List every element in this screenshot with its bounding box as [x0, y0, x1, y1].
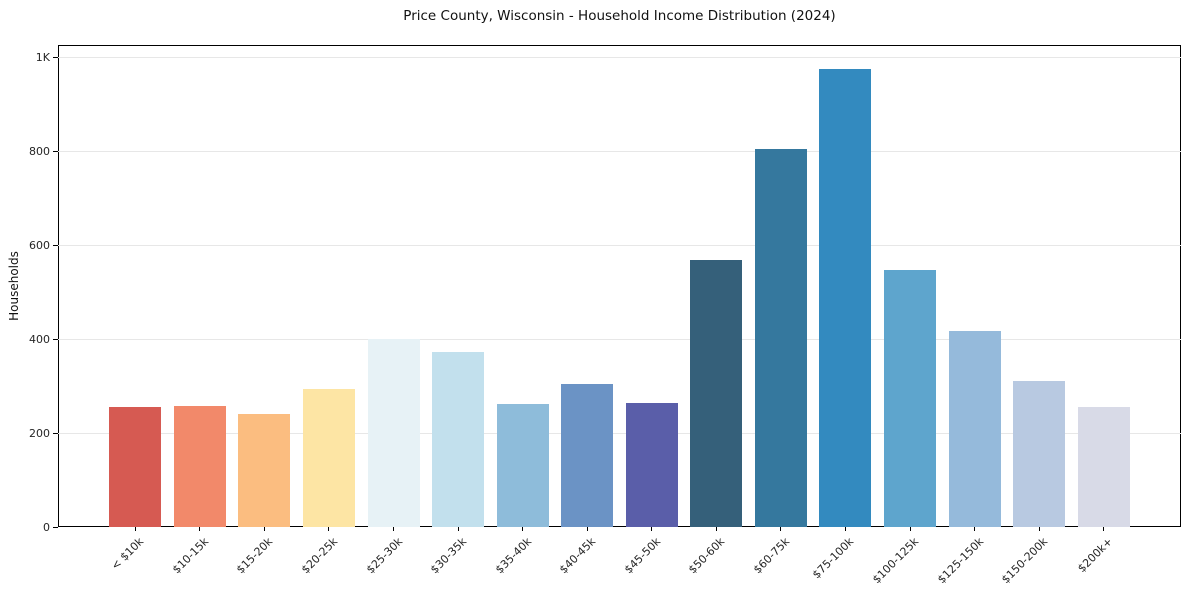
bar-$25-30k	[367, 339, 420, 527]
x-tick-mark-$125-150k	[974, 527, 976, 531]
gridline-200	[58, 432, 1181, 434]
bar-$150-200k	[1013, 381, 1066, 527]
bar-$35-40k	[496, 404, 549, 527]
bar-$10-15k	[173, 406, 226, 527]
bar-$45-50k	[625, 403, 678, 527]
x-tick-mark-$25-30k	[393, 527, 395, 531]
y-tick-label: 1K	[35, 50, 50, 64]
bar-$200k+	[1077, 407, 1130, 527]
x-tick-mark-$35-40k	[522, 527, 524, 531]
bar-$50-60k	[690, 260, 743, 527]
bar-$40-45k	[561, 384, 614, 527]
bar-$125-150k	[948, 331, 1001, 527]
bar-$20-25k	[302, 389, 355, 527]
y-tick-mark-800	[53, 150, 58, 152]
y-tick-mark-200	[53, 432, 58, 434]
plot-area: 0 200 400 600 800 1K < $10k $10-15k $15-20k $20-2…	[29, 45, 1181, 586]
y-tick-label: 800	[29, 144, 50, 158]
x-tick-mark-$150-200k	[1038, 527, 1040, 531]
bar-$75-100k	[819, 69, 872, 527]
x-tick-mark-$75-100k	[844, 527, 846, 531]
bar-$60-75k	[754, 149, 807, 527]
x-tick-mark-$10-15k	[199, 527, 201, 531]
x-tick-mark-$30-35k	[457, 527, 459, 531]
y-axis-label: Households	[7, 251, 21, 321]
y-tick-label: 0	[43, 520, 50, 534]
y-tick-mark-400	[53, 338, 58, 340]
x-tick-mark-$60-75k	[780, 527, 782, 531]
y-tick-label: 600	[29, 238, 50, 252]
x-tick-mark-$15-20k	[263, 527, 265, 531]
y-tick-label: 400	[29, 332, 50, 346]
x-tick-mark-$45-50k	[651, 527, 653, 531]
y-tick-label: 200	[29, 426, 50, 440]
chart-title: Price County, Wisconsin - Household Inco…	[403, 8, 836, 24]
gridline-1K	[58, 56, 1181, 58]
bar-$15-20k	[238, 414, 291, 527]
x-tick-mark-$200k+	[1103, 527, 1105, 531]
x-tick-mark-< $10k	[134, 527, 136, 531]
x-tick-mark-$50-60k	[715, 527, 717, 531]
bar-$30-35k	[432, 352, 485, 527]
bar-< $10k	[109, 407, 162, 527]
gridline-400	[58, 338, 1181, 340]
bar-$100-125k	[884, 270, 937, 527]
y-tick-mark-1K	[53, 56, 58, 58]
x-tick-label: < $10k	[108, 535, 147, 573]
y-tick-mark-600	[53, 244, 58, 246]
gridline-800	[58, 150, 1181, 152]
x-tick-mark-$100-125k	[909, 527, 911, 531]
y-tick-mark-0	[53, 526, 58, 528]
x-tick-mark-$40-45k	[586, 527, 588, 531]
x-tick-mark-$20-25k	[328, 527, 330, 531]
gridline-600	[58, 244, 1181, 246]
